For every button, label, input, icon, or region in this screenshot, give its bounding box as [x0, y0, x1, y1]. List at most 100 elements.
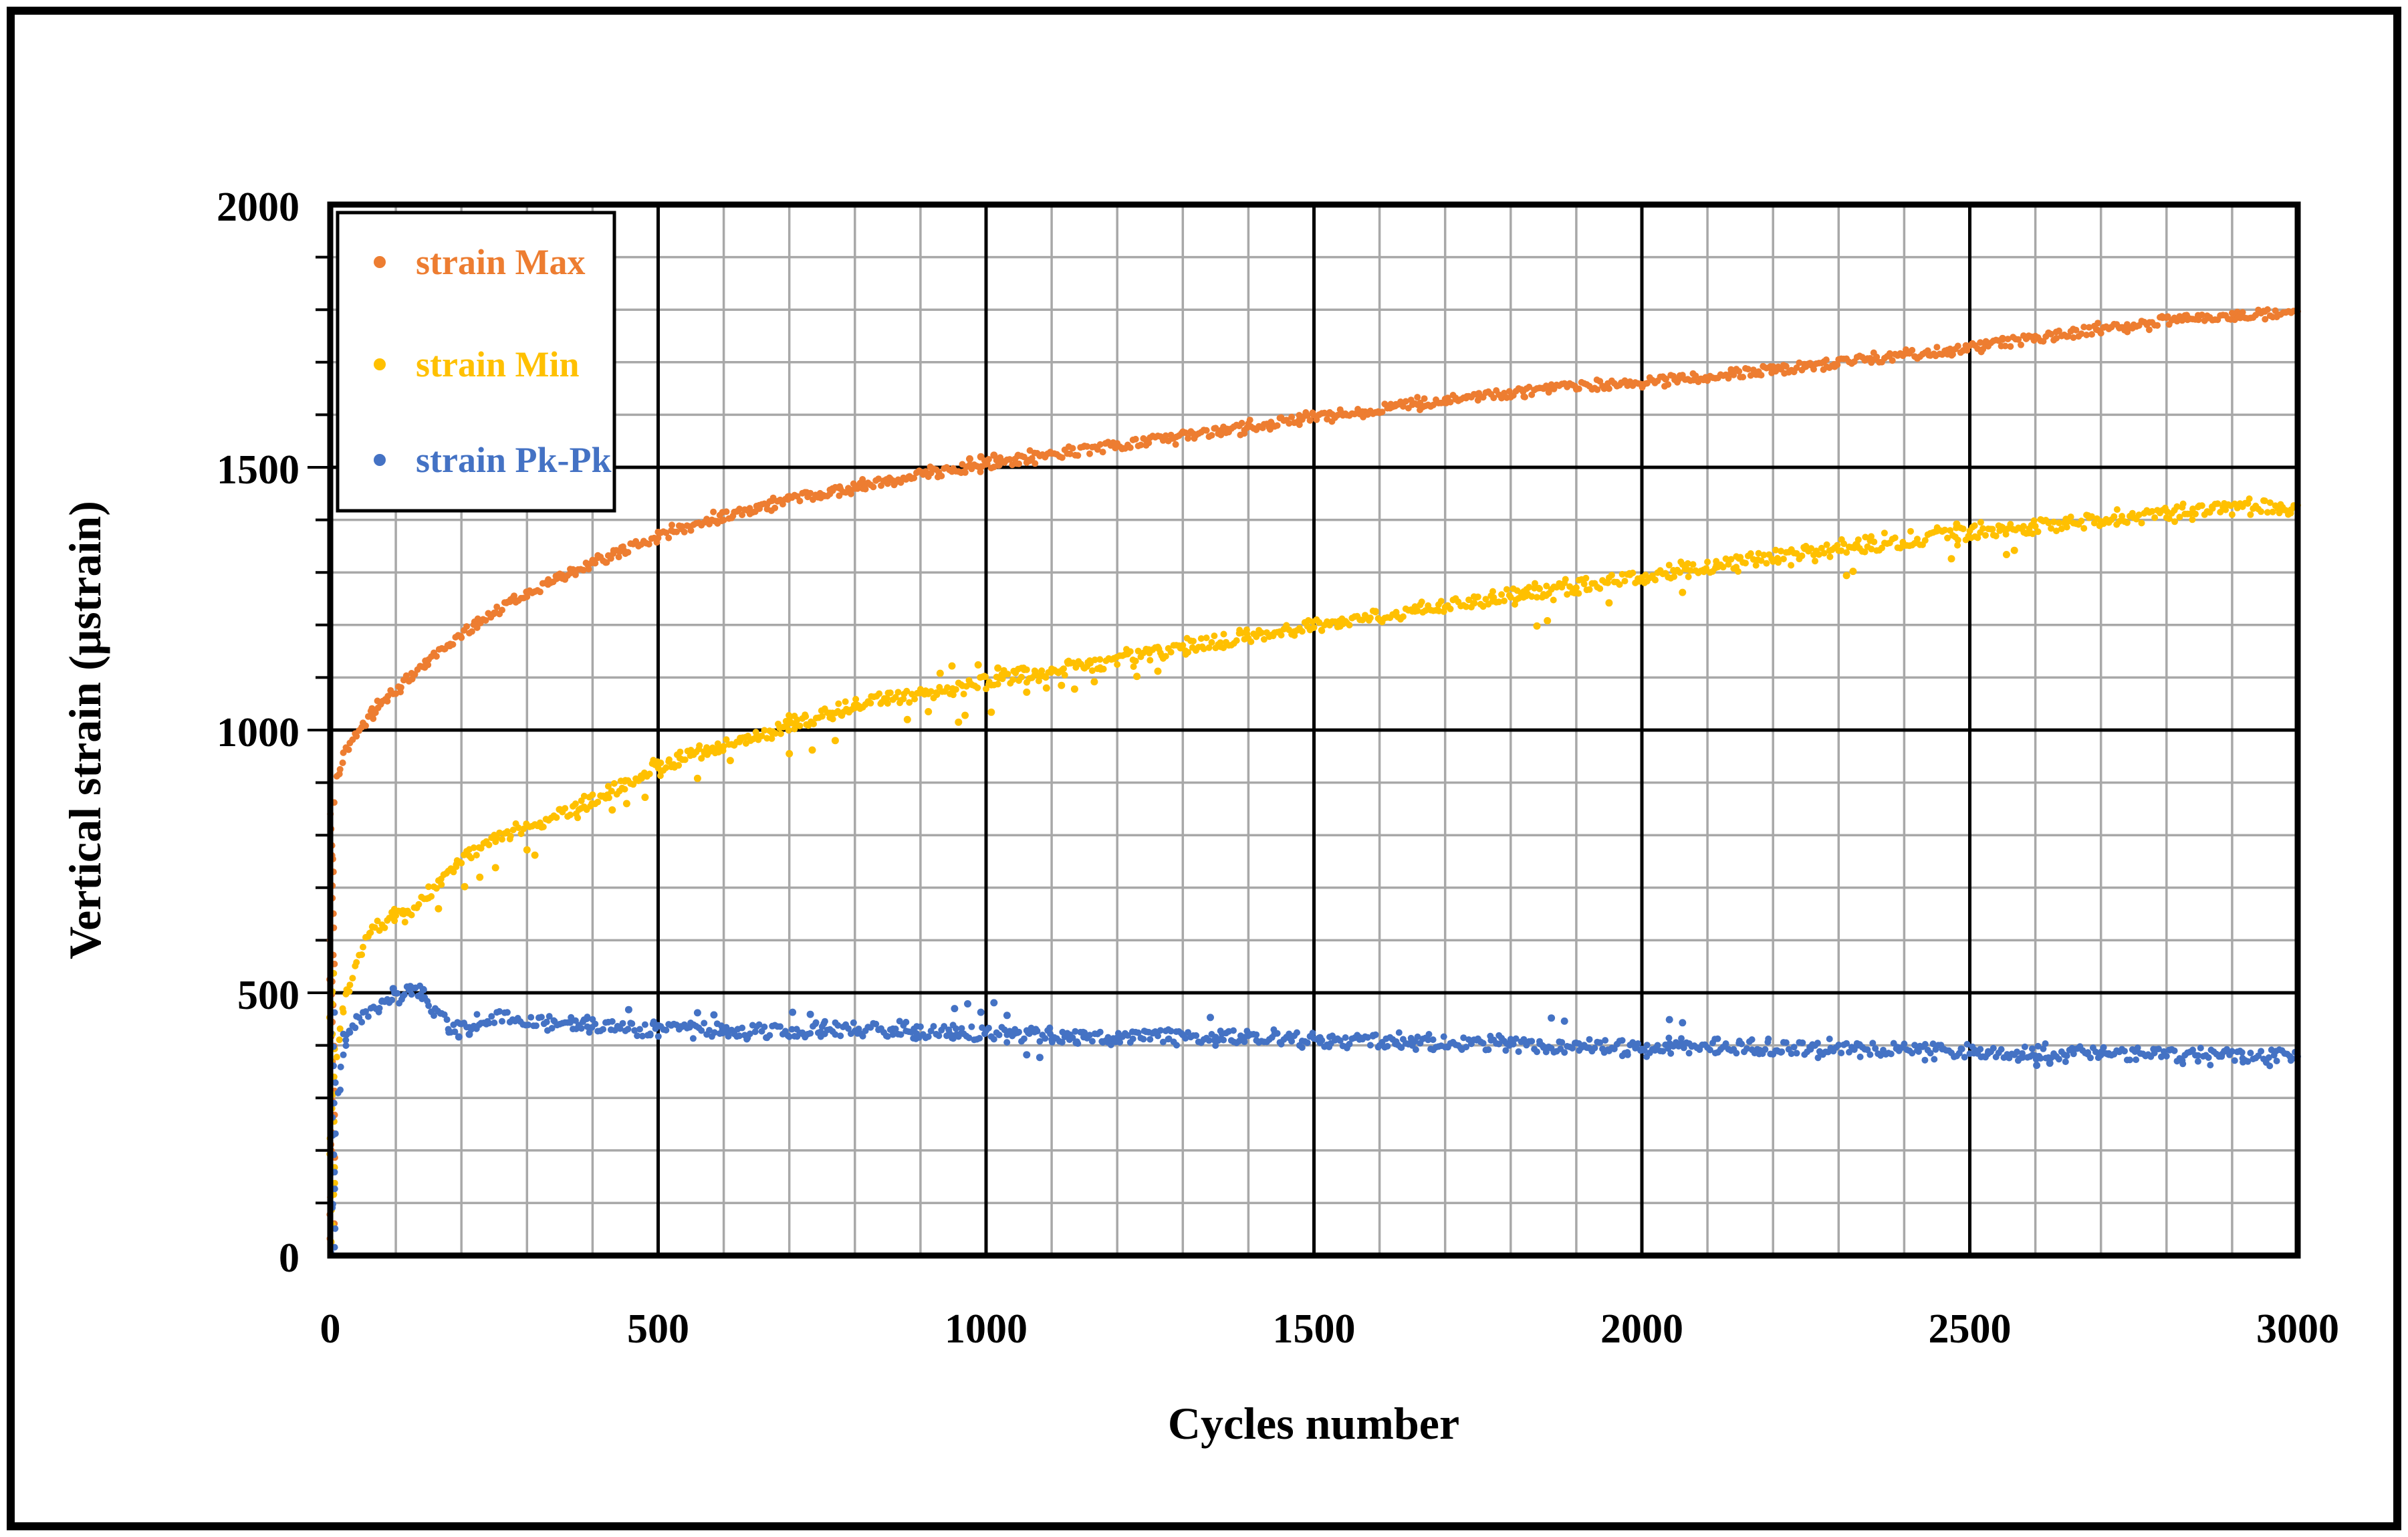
data-point — [2134, 1044, 2141, 1052]
data-point — [467, 854, 475, 862]
data-point — [594, 798, 602, 806]
data-point — [630, 781, 637, 788]
data-point — [1238, 419, 1245, 427]
data-point — [1765, 1035, 1772, 1042]
data-point — [1624, 1051, 1631, 1058]
data-point — [2176, 513, 2183, 521]
data-point — [517, 830, 525, 838]
data-point — [2070, 334, 2077, 341]
data-point — [870, 483, 877, 491]
data-point — [511, 592, 517, 600]
data-point — [1856, 1053, 1864, 1060]
data-point — [1929, 1040, 1937, 1048]
x-tick-labels: 0 500 1000 1500 2000 2500 3000 — [320, 1306, 2340, 1352]
data-point — [2007, 521, 2014, 528]
data-point — [2187, 510, 2194, 517]
data-point — [696, 742, 703, 749]
data-point — [1489, 588, 1496, 595]
data-point — [665, 756, 673, 763]
data-point — [1676, 569, 1683, 576]
data-point — [603, 559, 610, 566]
data-point — [539, 823, 547, 830]
y-tick-label: 2000 — [217, 185, 299, 230]
data-point — [2045, 519, 2052, 527]
data-point — [463, 623, 470, 630]
data-point — [1793, 550, 1800, 557]
data-point — [663, 1026, 670, 1034]
data-point — [1806, 360, 1814, 367]
data-point — [958, 1025, 965, 1032]
data-point — [2002, 342, 2009, 350]
data-point — [1667, 1050, 1675, 1057]
data-point — [1758, 557, 1765, 564]
data-point — [936, 669, 944, 677]
data-point — [1129, 1035, 1136, 1042]
data-point — [384, 697, 391, 705]
data-point — [906, 699, 913, 706]
data-point — [458, 634, 465, 641]
data-point — [2198, 502, 2205, 509]
data-point — [1501, 597, 1508, 604]
data-point — [788, 1026, 796, 1033]
data-point — [1020, 1035, 1028, 1042]
data-point — [2029, 530, 2036, 538]
data-point — [484, 1018, 491, 1025]
data-point — [1096, 441, 1104, 448]
data-point — [1941, 526, 1949, 534]
data-point — [1534, 1048, 1540, 1056]
data-point — [903, 715, 911, 723]
data-point — [1134, 1029, 1142, 1036]
data-point — [546, 1013, 553, 1020]
data-point — [1490, 394, 1497, 402]
data-point — [1058, 454, 1066, 461]
data-point — [1023, 688, 1031, 696]
data-point — [1977, 1046, 1984, 1053]
data-point — [925, 1033, 932, 1040]
data-point — [2264, 306, 2271, 313]
data-point — [1586, 586, 1593, 593]
data-point — [1665, 1034, 1673, 1042]
data-point — [636, 1026, 643, 1033]
data-point — [634, 1032, 641, 1040]
data-point — [1429, 1036, 1437, 1044]
data-point — [966, 455, 973, 463]
data-point — [1296, 421, 1303, 429]
data-point — [1959, 525, 1967, 533]
data-point — [1200, 645, 1207, 653]
data-point — [1548, 1014, 1556, 1022]
data-point — [1564, 591, 1571, 598]
data-point — [1145, 439, 1153, 447]
data-point — [2155, 1046, 2162, 1052]
data-point — [1134, 647, 1142, 655]
data-point — [1659, 1048, 1667, 1055]
data-point — [455, 1033, 463, 1041]
data-point — [406, 983, 414, 991]
data-point — [1643, 380, 1651, 387]
data-point — [2214, 500, 2221, 507]
data-point — [1872, 1045, 1879, 1052]
data-point — [537, 1014, 545, 1021]
data-point — [332, 1130, 339, 1137]
data-point — [1343, 1044, 1350, 1052]
data-point — [2063, 523, 2070, 531]
data-point — [496, 1008, 503, 1015]
data-point — [2244, 1058, 2252, 1065]
data-point — [1760, 552, 1768, 559]
data-point — [1366, 1042, 1374, 1049]
data-point — [2040, 1045, 2047, 1052]
data-point — [1862, 534, 1869, 541]
data-point — [720, 516, 727, 523]
data-point — [1725, 374, 1732, 382]
data-point — [1643, 1042, 1651, 1049]
data-point — [994, 681, 1001, 688]
data-point — [2192, 510, 2199, 517]
data-point — [1147, 1036, 1154, 1043]
data-point — [2004, 336, 2012, 343]
data-point — [1510, 1040, 1517, 1048]
data-point — [450, 868, 457, 876]
data-point — [1788, 1050, 1795, 1058]
data-point — [1838, 547, 1845, 554]
data-point — [1679, 1019, 1687, 1027]
data-point — [1796, 359, 1803, 366]
